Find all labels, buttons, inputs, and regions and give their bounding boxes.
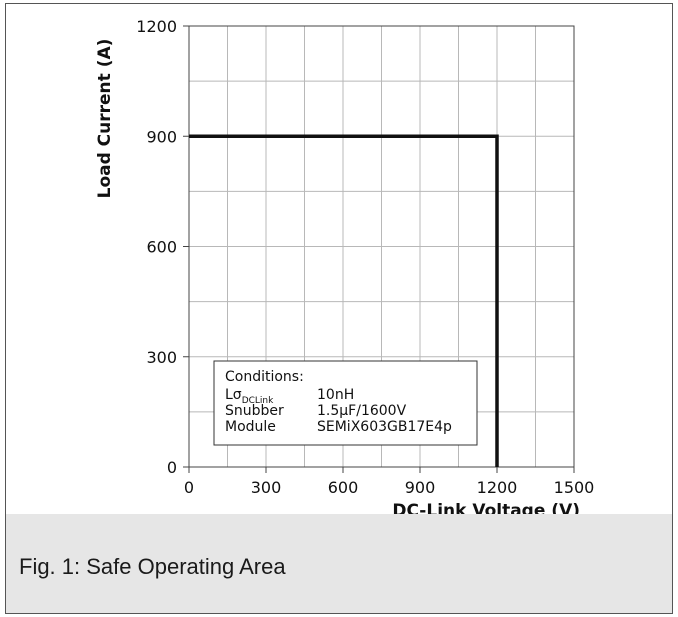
- y-tick-label: 1200: [136, 17, 177, 36]
- conditions-label-subscript: DCLink: [242, 396, 274, 406]
- x-tick-label: 0: [184, 478, 194, 497]
- y-tick-label: 600: [146, 238, 177, 257]
- conditions-label: Module: [225, 419, 276, 435]
- x-tick-label: 300: [251, 478, 282, 497]
- x-tick-label: 1500: [554, 478, 595, 497]
- conditions-title: Conditions:: [225, 369, 304, 385]
- chart-area: 0 300 600 900 1200 1500 0 300 600 900 1200 DC-Link …: [6, 4, 672, 514]
- y-tick-label: 0: [167, 458, 177, 477]
- soa-chart: 0 300 600 900 1200 1500 0 300 600 900 1200 DC-Link …: [95, 17, 595, 514]
- conditions-value: SEMiX603GB17E4p: [317, 419, 452, 435]
- soa-boundary-line: [189, 134, 499, 467]
- figure-frame: 0 300 600 900 1200 1500 0 300 600 900 1200 DC-Link …: [5, 3, 673, 614]
- conditions-value: 10nH: [317, 387, 354, 403]
- x-tick-label: 900: [405, 478, 436, 497]
- caption-band: Fig. 1: Safe Operating Area: [6, 514, 672, 613]
- figure-caption: Fig. 1: Safe Operating Area: [19, 554, 286, 579]
- y-tick-label: 300: [146, 348, 177, 367]
- conditions-label: Snubber: [225, 403, 284, 419]
- x-axis-label: DC-Link Voltage (V): [392, 501, 580, 514]
- x-tick-label: 1200: [477, 478, 518, 497]
- conditions-value: 1.5µF/1600V: [317, 403, 407, 419]
- y-tick-label: 900: [146, 127, 177, 146]
- y-axis-label: Load Current (A): [95, 39, 115, 199]
- conditions-box: [213, 360, 478, 446]
- x-tick-label: 600: [328, 478, 359, 497]
